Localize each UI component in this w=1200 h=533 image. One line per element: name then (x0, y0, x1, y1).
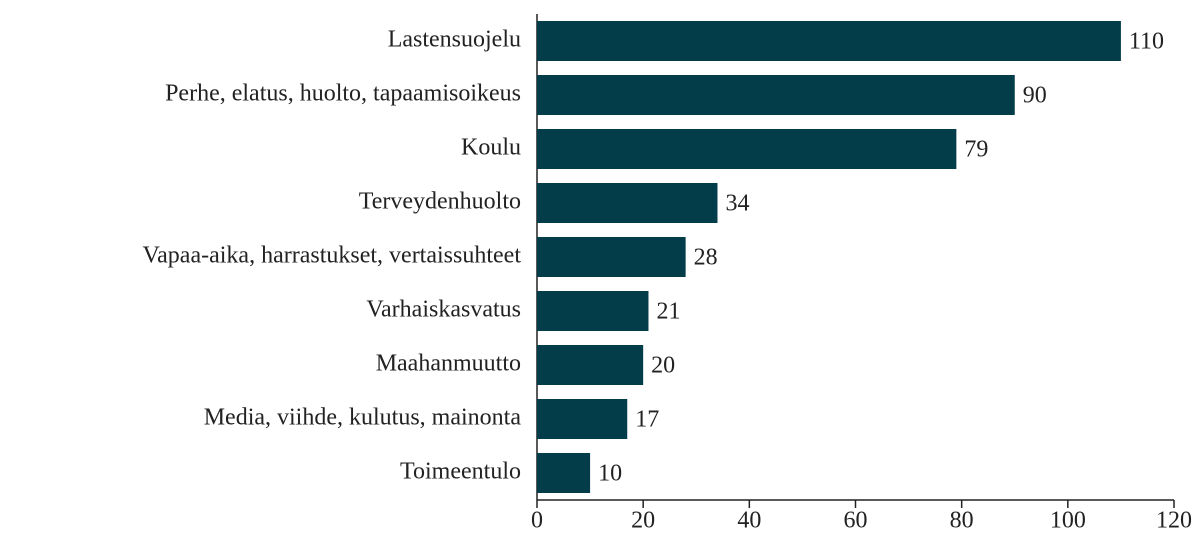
value-label: 21 (656, 299, 680, 325)
x-tick-label: 80 (950, 508, 974, 533)
bar (537, 237, 686, 277)
x-tick-label: 60 (844, 508, 868, 533)
x-tick-label: 0 (531, 508, 543, 533)
bar (537, 453, 591, 493)
value-label: 90 (1023, 83, 1047, 109)
bar (537, 399, 628, 439)
bar (537, 129, 957, 169)
y-tick-label: Terveydenhuolto (359, 189, 521, 215)
y-tick-label: Lastensuojelu (388, 27, 521, 53)
y-tick-label: Media, viihde, kulutus, mainonta (204, 405, 522, 431)
y-tick-label: Koulu (461, 135, 521, 161)
bar (537, 291, 649, 331)
value-label: 28 (694, 245, 718, 271)
bar (537, 75, 1015, 115)
value-label: 17 (635, 407, 659, 433)
bar (537, 345, 644, 385)
y-tick-label: Toimeentulo (400, 459, 521, 485)
bar (537, 21, 1121, 61)
y-tick-label: Varhaiskasvatus (366, 297, 521, 323)
y-tick-label: Maahanmuutto (376, 351, 521, 377)
bar (537, 183, 718, 223)
value-label: 34 (725, 191, 749, 217)
x-tick-label: 100 (1050, 508, 1086, 533)
x-tick-label: 120 (1156, 508, 1192, 533)
value-label: 110 (1129, 29, 1164, 55)
y-tick-label: Vapaa-aika, harrastukset, vertaissuhteet (142, 243, 521, 269)
value-label: 79 (964, 137, 988, 163)
y-tick-label: Perhe, elatus, huolto, tapaamisoikeus (165, 81, 521, 107)
value-label: 20 (651, 353, 675, 379)
x-tick-label: 20 (631, 508, 655, 533)
x-tick-label: 40 (737, 508, 761, 533)
value-label: 10 (598, 461, 622, 487)
